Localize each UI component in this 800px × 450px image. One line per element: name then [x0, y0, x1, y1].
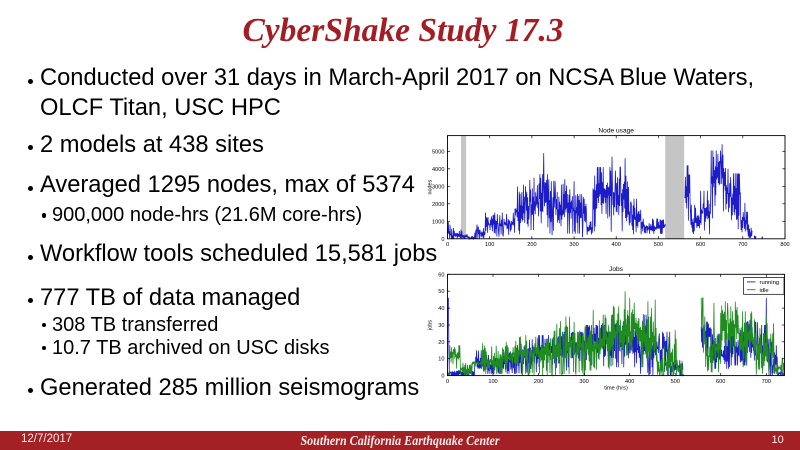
svg-text:20: 20 — [438, 340, 444, 346]
svg-text:50: 50 — [438, 289, 444, 295]
svg-text:running: running — [760, 280, 780, 286]
svg-text:2000: 2000 — [432, 202, 444, 208]
svg-text:10: 10 — [438, 357, 444, 363]
svg-text:600: 600 — [716, 379, 725, 385]
svg-text:time (hrs): time (hrs) — [604, 386, 628, 392]
svg-text:500: 500 — [671, 379, 680, 385]
svg-text:nodes: nodes — [427, 180, 433, 195]
svg-text:100: 100 — [488, 379, 497, 385]
svg-text:0: 0 — [441, 374, 444, 380]
svg-text:jobs: jobs — [427, 320, 433, 331]
svg-text:3000: 3000 — [432, 184, 444, 190]
svg-text:1000: 1000 — [432, 219, 444, 225]
svg-text:700: 700 — [762, 379, 771, 385]
svg-text:idle: idle — [760, 288, 770, 294]
svg-text:200: 200 — [527, 242, 536, 248]
svg-text:300: 300 — [579, 379, 588, 385]
svg-text:40: 40 — [438, 306, 444, 312]
svg-text:4000: 4000 — [432, 167, 444, 173]
svg-text:500: 500 — [654, 242, 663, 248]
svg-text:300: 300 — [569, 242, 578, 248]
svg-text:100: 100 — [485, 242, 494, 248]
svg-text:0: 0 — [446, 242, 449, 248]
svg-text:200: 200 — [534, 379, 543, 385]
svg-text:600: 600 — [696, 242, 705, 248]
svg-text:400: 400 — [625, 379, 634, 385]
svg-text:700: 700 — [738, 242, 747, 248]
svg-text:400: 400 — [612, 242, 621, 248]
svg-text:0: 0 — [441, 237, 444, 243]
svg-text:30: 30 — [438, 323, 444, 329]
svg-text:5000: 5000 — [432, 149, 444, 155]
svg-text:Node usage: Node usage — [598, 128, 634, 135]
svg-text:0: 0 — [446, 379, 449, 385]
svg-text:Jobs: Jobs — [609, 266, 624, 273]
svg-text:60: 60 — [438, 272, 444, 278]
svg-text:800: 800 — [780, 242, 789, 248]
